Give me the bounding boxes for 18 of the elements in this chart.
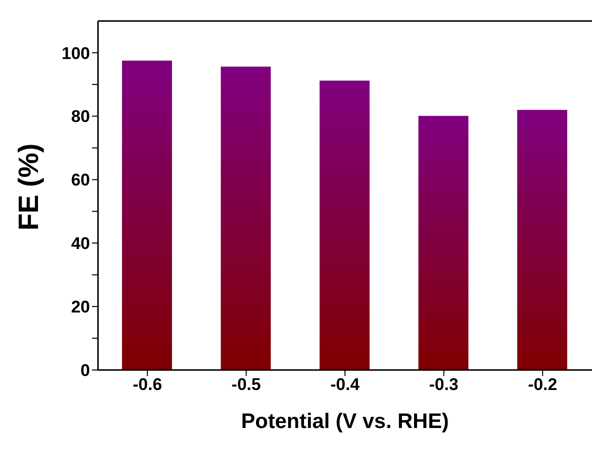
y-tick-label: 100	[62, 44, 90, 63]
x-axis-title: Potential (V vs. RHE)	[241, 410, 449, 433]
bar	[418, 116, 468, 370]
x-tick-label: -0.3	[429, 375, 458, 394]
bar	[320, 80, 370, 370]
bar	[220, 66, 271, 370]
x-tick-label: -0.2	[528, 375, 558, 394]
y-axis-title: FE (%)	[12, 143, 44, 230]
y-tick-label: 20	[71, 298, 90, 317]
y-tick-label: 0	[80, 361, 90, 380]
x-tick-label: -0.4	[330, 375, 360, 394]
x-tick-label: -0.5	[232, 375, 261, 394]
bar	[517, 110, 568, 370]
y-tick-label: 60	[71, 170, 90, 190]
x-tick-label: -0.6	[132, 375, 162, 394]
y-tick-label: 80	[71, 107, 90, 126]
bar	[122, 60, 172, 370]
y-tick-label: 40	[71, 234, 90, 254]
